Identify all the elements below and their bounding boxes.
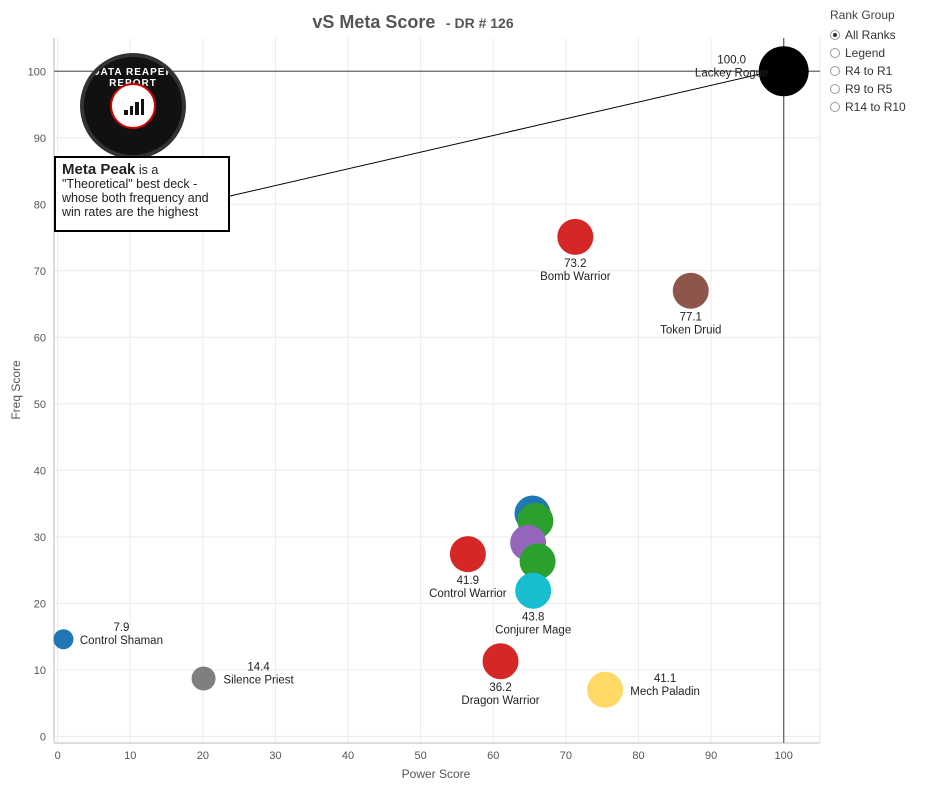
data-value-label: 7.9 — [113, 622, 129, 634]
x-axis-label: Power Score — [402, 767, 471, 781]
data-point — [515, 572, 552, 609]
data-point — [53, 629, 74, 650]
data-value-label: 14.4 — [247, 661, 270, 673]
rank-option-r9-to-r5[interactable]: R9 to R5 — [830, 80, 906, 98]
logo-emblem-icon — [110, 83, 156, 129]
radio-icon[interactable] — [830, 66, 840, 76]
radio-icon[interactable] — [830, 30, 840, 40]
data-point — [587, 671, 624, 708]
rank-option-legend[interactable]: Legend — [830, 44, 906, 62]
data-point — [557, 218, 594, 255]
y-tick-label: 100 — [28, 66, 46, 78]
axes — [53, 38, 821, 744]
y-tick-label: 0 — [40, 731, 46, 743]
data-point — [482, 643, 519, 680]
meta-peak-callout-line — [229, 72, 764, 197]
rank-option-label: R14 to R10 — [845, 100, 906, 114]
rank-option-r4-to-r1[interactable]: R4 to R1 — [830, 62, 906, 80]
data-value-label: 43.8 — [522, 612, 544, 624]
data-point — [449, 536, 486, 573]
rank-option-r14-to-r10[interactable]: R14 to R10 — [830, 98, 906, 116]
data-name-label: Control Shaman — [80, 635, 163, 647]
y-tick-label: 30 — [34, 532, 46, 544]
radio-icon[interactable] — [830, 102, 840, 112]
data-value-label: 100.0 — [717, 54, 746, 66]
y-tick-label: 70 — [34, 266, 46, 278]
x-tick-label: 40 — [342, 750, 354, 762]
data-value-label: 36.2 — [489, 682, 511, 694]
y-tick-label: 20 — [34, 598, 46, 610]
data-value-label: 41.1 — [654, 673, 676, 685]
y-tick-label: 10 — [34, 665, 46, 677]
meta-peak-note: Meta Peak is a "Theoretical" best deck -… — [54, 156, 230, 232]
x-tick-label: 10 — [124, 750, 136, 762]
data-name-label: Silence Priest — [223, 674, 294, 686]
data-name-label: Control Warrior — [429, 588, 507, 600]
chart-title: vS Meta Score - DR # 126 — [312, 12, 513, 32]
data-name-label: Token Druid — [660, 325, 721, 337]
data-name-label: Dragon Warrior — [461, 695, 539, 707]
meta-peak-title: Meta Peak — [62, 161, 136, 178]
rank-option-label: Legend — [845, 46, 886, 60]
data-name-label: Bomb Warrior — [540, 271, 611, 283]
data-value-label: 73.2 — [564, 258, 586, 270]
x-tick-label: 60 — [487, 750, 499, 762]
x-tick-label: 20 — [197, 750, 209, 762]
y-tick-label: 90 — [34, 133, 46, 145]
x-tick-label: 80 — [632, 750, 644, 762]
x-tick-label: 30 — [269, 750, 281, 762]
y-tick-label: 40 — [34, 465, 46, 477]
data-reaper-logo: DATA REAPER REPORT — [80, 53, 186, 159]
rank-option-label: R4 to R1 — [845, 64, 893, 78]
data-name-label: Lackey Rogue — [695, 67, 769, 79]
data-point — [191, 666, 216, 691]
y-tick-label: 50 — [34, 399, 46, 411]
x-tick-label: 50 — [415, 750, 427, 762]
y-tick-label: 80 — [34, 199, 46, 211]
data-point — [519, 543, 556, 580]
data-value-label: 41.9 — [457, 575, 479, 587]
x-tick-label: 100 — [775, 750, 793, 762]
data-name-label: Mech Paladin — [630, 686, 700, 698]
data-points — [53, 46, 809, 708]
rank-option-label: R9 to R5 — [845, 82, 893, 96]
x-tick-label: 90 — [705, 750, 717, 762]
y-axis-label: Freq Score — [9, 360, 23, 420]
x-tick-label: 0 — [55, 750, 61, 762]
rank-option-label: All Ranks — [845, 28, 896, 42]
data-point — [672, 272, 709, 309]
data-name-label: Conjurer Mage — [495, 625, 571, 637]
rank-group-filter: Rank Group All Ranks Legend R4 to R1 R9 to … — [830, 8, 906, 116]
rank-option-all-ranks[interactable]: All Ranks — [830, 26, 906, 44]
y-tick-label: 60 — [34, 332, 46, 344]
data-value-label: 77.1 — [680, 312, 702, 324]
radio-icon[interactable] — [830, 48, 840, 58]
data-point — [758, 46, 809, 97]
ticks: 0 10 20 30 40 50 60 70 80 90 100 0 10 20 30 40 50 60 70 80 9… — [28, 66, 793, 762]
radio-icon[interactable] — [830, 84, 840, 94]
x-tick-label: 70 — [560, 750, 572, 762]
meta-peak-text: is a "Theoretical" best deck - whose bot… — [62, 163, 209, 219]
rank-group-title: Rank Group — [830, 8, 895, 22]
